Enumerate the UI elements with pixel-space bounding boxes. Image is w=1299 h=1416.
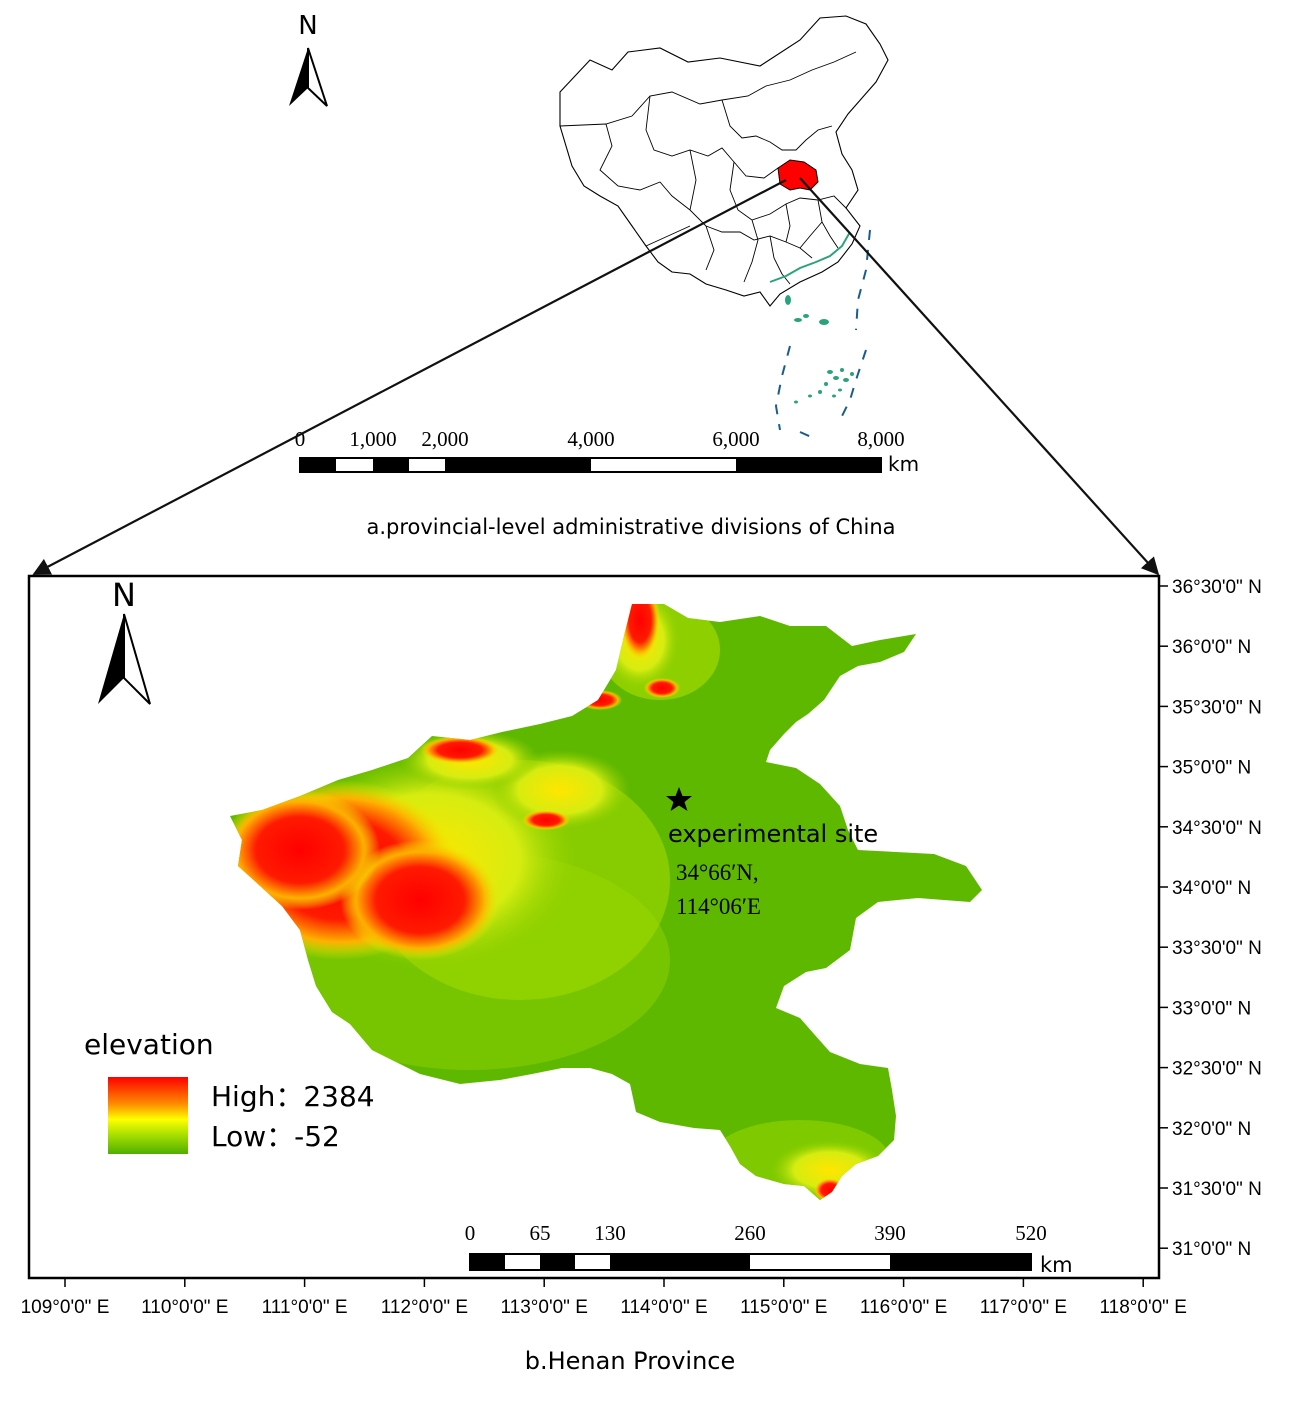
lon-label: 113°0'0" E [501,1297,588,1318]
scale-b-tick-2: 130 [594,1221,626,1245]
panel-b-frame [27,574,1161,1280]
legend-high: High：2384 [211,1080,375,1113]
scale-a-tick-5: 8,000 [857,427,904,451]
caption-a: a.provincial-level administrative divisi… [366,515,895,539]
lat-label: 35°30'0" N [1172,697,1262,718]
lat-label: 34°0'0" N [1172,878,1251,899]
henan-highlight [777,159,819,191]
south-china-sea-islands [769,229,871,441]
scale-b-tick-5: 520 [1015,1221,1047,1245]
scale-b-unit: km [1040,1253,1073,1277]
north-arrow-a: N [289,11,328,107]
china-map [559,15,889,307]
lat-label: 31°30'0" N [1172,1179,1262,1200]
scale-b-tick-1: 65 [530,1221,551,1245]
longitude-axis: 109°0'0" E 110°0'0" E 111°0'0" E 112°0'0" E… [21,1278,1187,1318]
lat-label: 31°0'0" N [1172,1239,1251,1260]
caption-b: b.Henan Province [525,1347,736,1375]
lat-label: 34°30'0" N [1172,818,1262,839]
china-internal-borders [559,51,857,285]
lon-label: 117°0'0" E [980,1297,1067,1318]
lat-label: 32°30'0" N [1172,1059,1262,1080]
scale-b-tick-0: 0 [465,1221,476,1245]
north-label-b: N [112,576,136,614]
lon-label: 115°0'0" E [740,1297,827,1318]
north-arrow-a-light-icon [307,47,328,107]
china-outline [559,15,889,307]
lon-label: 112°0'0" E [381,1297,468,1318]
scale-b-tick-4: 390 [874,1221,906,1245]
north-arrow-b-light-icon [123,613,151,705]
lat-label: 32°0'0" N [1172,1119,1251,1140]
star-icon [666,787,692,811]
lon-label: 110°0'0" E [141,1297,228,1318]
lat-label: 35°0'0" N [1172,758,1251,779]
legend-low: Low：-52 [211,1120,340,1153]
scale-a-tick-2: 2,000 [421,427,468,451]
north-arrow-a-dark-icon [289,48,308,106]
scale-a-tick-1: 1,000 [349,427,396,451]
lon-label: 114°0'0" E [620,1297,707,1318]
scale-b-tick-3: 260 [734,1221,766,1245]
lat-label: 36°30'0" N [1172,577,1262,598]
north-arrow-b-dark-icon [98,614,124,704]
scale-bar-b: 0 65 130 260 390 520 km [465,1221,1073,1277]
legend-title: elevation [84,1028,214,1061]
lon-label: 118°0'0" E [1100,1297,1187,1318]
henan-elevation-map [230,604,982,1200]
site-label: experimental site [668,820,878,848]
site-coord-lat: 34°66′N, [676,860,759,885]
lat-label: 36°0'0" N [1172,637,1251,658]
legend-color-ramp [108,1077,188,1154]
scale-a-tick-3: 4,000 [567,427,614,451]
lat-label: 33°30'0" N [1172,938,1262,959]
scale-a-tick-0: 0 [295,427,306,451]
north-label-a: N [298,11,317,41]
latitude-axis: 36°30'0" N 36°0'0" N 35°30'0" N 35°0'0" N 34… [1159,577,1262,1260]
site-coord-lon: 114°06′E [676,894,761,919]
scale-bar-a: 0 1,000 2,000 4,000 6,000 8,000 km [295,427,919,476]
lon-label: 116°0'0" E [860,1297,947,1318]
scale-a-tick-4: 6,000 [712,427,759,451]
lat-label: 33°0'0" N [1172,998,1251,1019]
lon-label: 111°0'0" E [262,1297,348,1318]
north-arrow-b: N [98,576,151,705]
elevation-legend: elevation High：2384 Low：-52 [84,1028,375,1154]
scale-a-unit: km [888,452,919,476]
zoom-arrows [32,177,1160,576]
experimental-site: experimental site 34°66′N, 114°06′E [666,787,878,919]
lon-label: 109°0'0" E [21,1297,110,1318]
